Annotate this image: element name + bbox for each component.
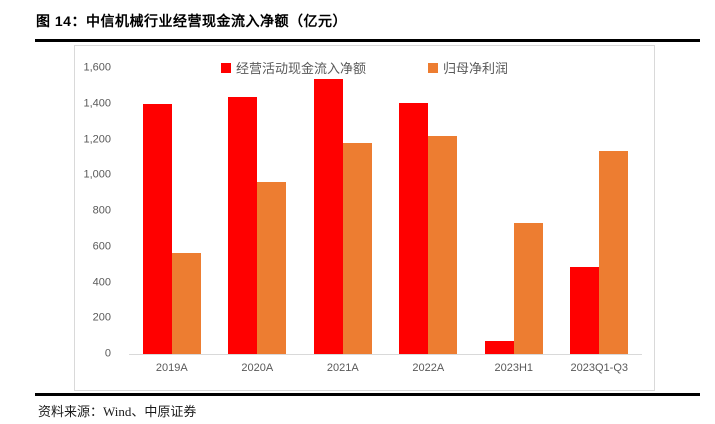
y-axis-tick-label: 1,600 xyxy=(83,61,111,74)
bar-2019A-series-1 xyxy=(171,253,201,354)
legend-item: 归母净利润 xyxy=(428,58,508,77)
y-axis-tick-label: 600 xyxy=(92,240,111,253)
x-axis-line xyxy=(129,354,642,355)
bar-2023Q1-Q3-series-1 xyxy=(599,151,629,354)
legend-swatch-icon xyxy=(220,62,231,73)
footer-divider-line xyxy=(35,393,700,396)
bar-2023H1-series-1 xyxy=(513,223,543,354)
x-axis-category-label: 2022A xyxy=(412,362,445,374)
bar-2020A-series-0 xyxy=(228,97,258,354)
y-axis-tick-label: 1,400 xyxy=(83,97,111,110)
x-axis-category-label: 2023H1 xyxy=(494,362,534,374)
source-note: 资料来源：Wind、中原证券 xyxy=(38,401,196,420)
y-axis-tick-label: 0 xyxy=(104,347,111,360)
bar-2022A-series-1 xyxy=(428,136,458,354)
figure-title: 图 14：中信机械行业经营现金流入净额（亿元） xyxy=(36,13,347,29)
legend-label: 经营活动现金流入净额 xyxy=(235,61,366,76)
x-axis-category-label: 2020A xyxy=(241,362,274,374)
bar-2020A-series-1 xyxy=(257,182,287,354)
bar-2022A-series-0 xyxy=(399,103,429,354)
bar-2023H1-series-0 xyxy=(484,341,514,354)
bar-2019A-series-0 xyxy=(142,104,172,354)
x-axis-category-label: 2023Q1-Q3 xyxy=(570,362,628,374)
y-axis-tick-label: 1,000 xyxy=(83,168,111,181)
y-axis-tick-label: 200 xyxy=(92,311,111,324)
y-axis-tick-label: 1,200 xyxy=(83,133,111,145)
bar-2021A-series-1 xyxy=(342,143,372,354)
chart-legend: 经营活动现金流入净额 归母净利润 xyxy=(75,58,654,77)
source-label: 资料来源： xyxy=(38,404,104,419)
chart-area: 经营活动现金流入净额 归母净利润 0 200 400 600 800 1,000 1,200 1… xyxy=(74,45,655,391)
x-axis-category-label: 2021A xyxy=(326,362,359,374)
legend-label: 归母净利润 xyxy=(443,61,509,76)
x-axis-category-label: 2019A xyxy=(155,362,188,374)
source-text: Wind、中原证券 xyxy=(103,404,197,419)
legend-item: 经营活动现金流入净额 xyxy=(220,58,366,77)
bar-2021A-series-0 xyxy=(313,79,343,354)
y-axis-tick-label: 400 xyxy=(92,276,111,288)
bar-2023Q1-Q3-series-0 xyxy=(570,267,600,354)
title-divider-line xyxy=(35,39,700,42)
legend-swatch-icon xyxy=(428,62,438,73)
y-axis-tick-label: 800 xyxy=(92,204,111,217)
